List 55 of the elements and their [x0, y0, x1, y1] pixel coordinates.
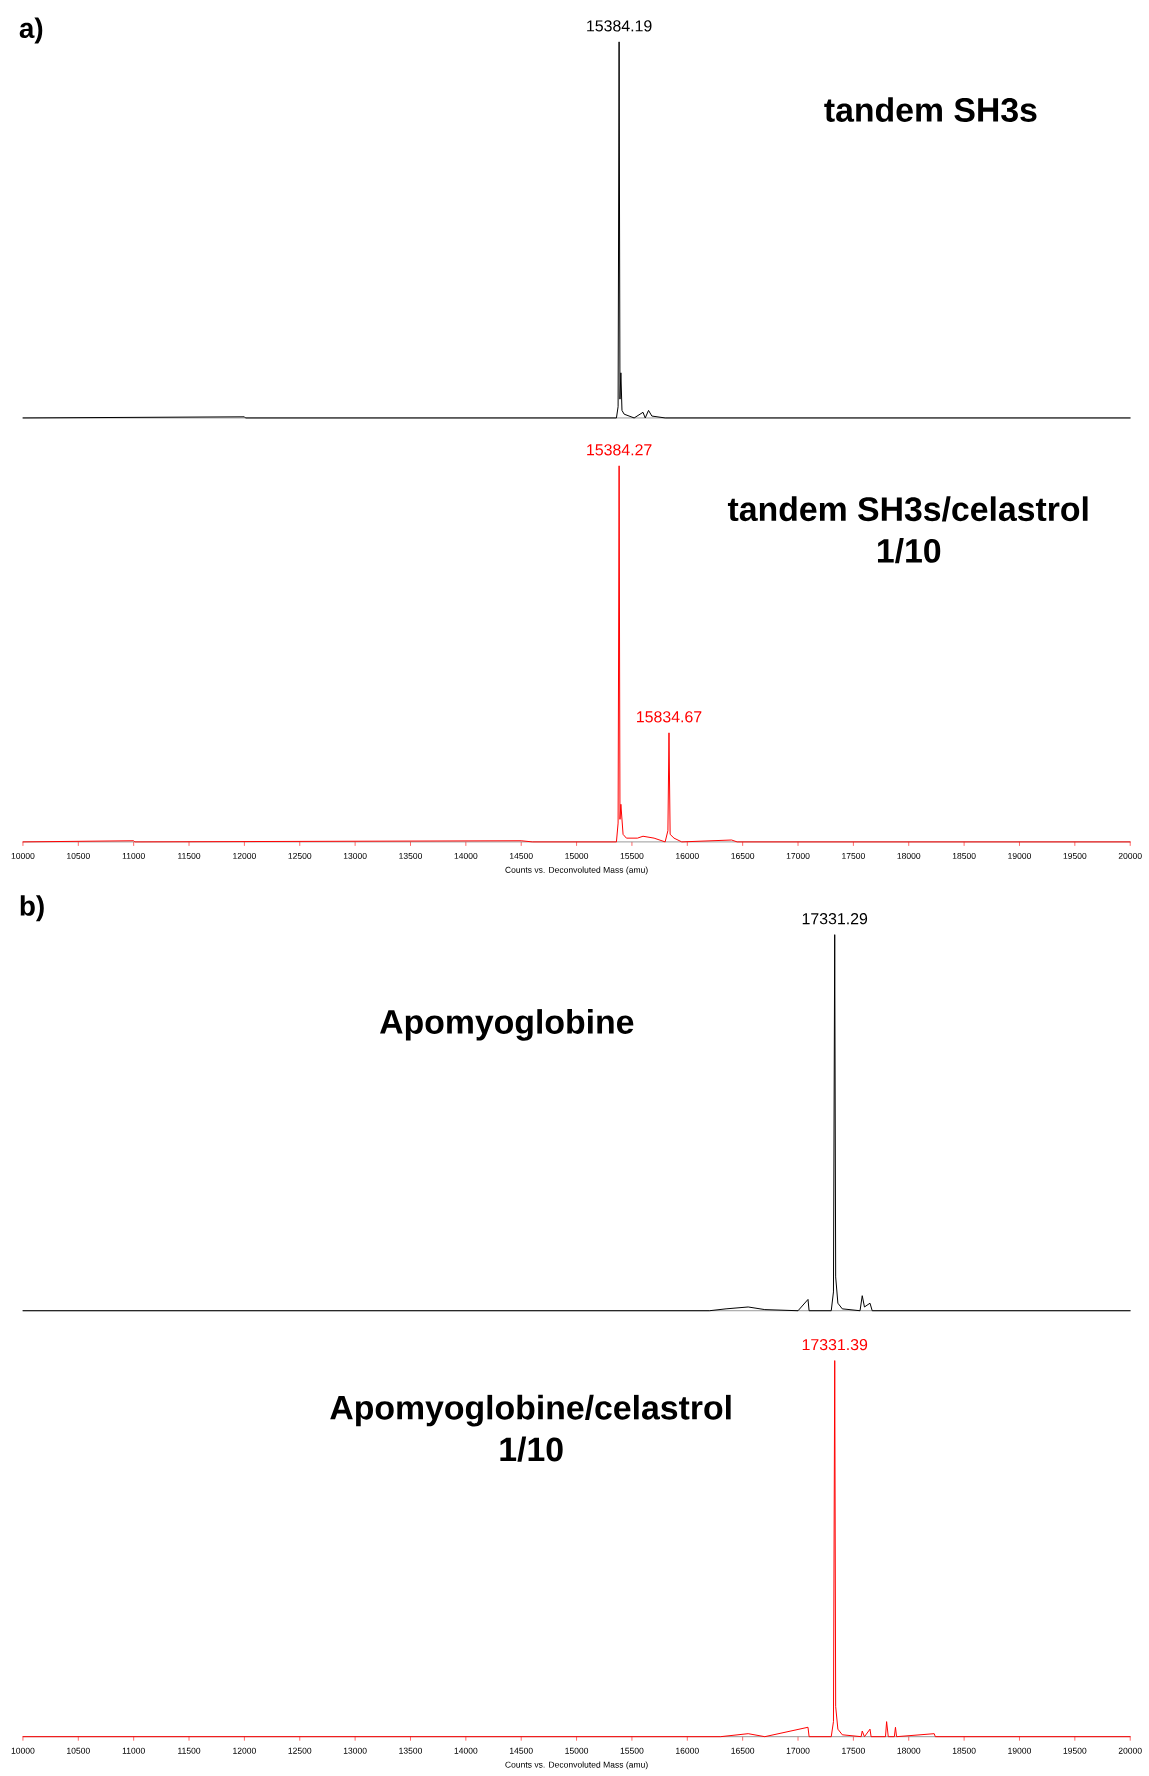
- x-tick-label: 15000: [565, 852, 589, 859]
- annotation: 17331.29: [802, 913, 868, 925]
- x-tick-label: 15000: [565, 1747, 589, 1754]
- x-tick-label: 14000: [454, 852, 478, 859]
- x-tick-label: 18500: [953, 1747, 976, 1754]
- x-tick-label: 12500: [288, 1747, 312, 1754]
- x-tick-label: 16500: [731, 1747, 755, 1754]
- x-tick-label: 10500: [67, 852, 90, 859]
- x-axis-title: Counts vs. Deconvoluted Mass (amu): [505, 866, 648, 875]
- x-tick-label: 11000: [122, 1747, 146, 1754]
- x-tick-label: 15500: [620, 852, 644, 859]
- x-tick-label: 11500: [178, 852, 201, 859]
- annotation: a): [19, 17, 43, 44]
- annotation: 17331.39: [802, 1338, 868, 1351]
- text: tandem SH3s/celastrol 1/10: [728, 496, 1088, 564]
- annotation: 15834.67: [637, 711, 702, 723]
- x-tick-label: 13500: [399, 852, 423, 859]
- x-tick-label: 19500: [1063, 1747, 1087, 1754]
- x-tick-label: 14500: [510, 1747, 533, 1754]
- x-tick-label: 14500: [510, 852, 533, 859]
- x-tick-label: 12000: [233, 1747, 257, 1754]
- x-tick-label: 10000: [11, 1747, 35, 1754]
- text: Apomyoglobine: [380, 1009, 634, 1041]
- text: tandem SH3s: [824, 97, 1037, 122]
- x-tick-label: 13000: [344, 1747, 367, 1754]
- x-tick-label: 11000: [122, 852, 146, 859]
- x-tick-label: 18000: [897, 1747, 921, 1754]
- x-tick-label: 19000: [1008, 852, 1032, 859]
- x-tick-label: 16500: [731, 852, 755, 859]
- x-tick-label: 19000: [1008, 1747, 1032, 1754]
- x-tick-label: 12000: [233, 852, 257, 859]
- x-tick-label: 10000: [11, 852, 35, 859]
- x-tick-label: 16000: [676, 852, 699, 859]
- x-tick-label: 20000: [1118, 852, 1142, 859]
- x-tick-label: 11500: [178, 1747, 201, 1754]
- x-tick-label: 15500: [620, 1747, 644, 1754]
- x-tick-label: 19500: [1063, 852, 1087, 859]
- x-axis-title: Counts vs. Deconvoluted Mass (amu): [505, 1761, 648, 1770]
- x-tick-label: 17000: [786, 1747, 810, 1754]
- x-tick-label: 12500: [288, 852, 312, 859]
- x-tick-label: 20000: [1118, 1747, 1142, 1754]
- x-tick-label: 17500: [842, 1747, 866, 1754]
- x-tick-label: 18000: [897, 852, 921, 859]
- x-tick-label: 13500: [399, 1747, 423, 1754]
- annotation: 15384.19: [587, 20, 652, 32]
- x-tick-label: 16000: [676, 1747, 699, 1754]
- x-tick-label: 14000: [454, 1747, 478, 1754]
- annotation: 15384.27: [587, 444, 652, 456]
- x-tick-label: 17500: [842, 852, 866, 859]
- x-tick-label: 18500: [953, 852, 976, 859]
- x-tick-label: 10500: [67, 1747, 90, 1754]
- text: b): [20, 895, 44, 922]
- x-tick-label: 13000: [344, 852, 367, 859]
- x-tick-label: 17000: [786, 852, 810, 859]
- text: Apomyoglobine/celastrol 1/10: [330, 1394, 731, 1462]
